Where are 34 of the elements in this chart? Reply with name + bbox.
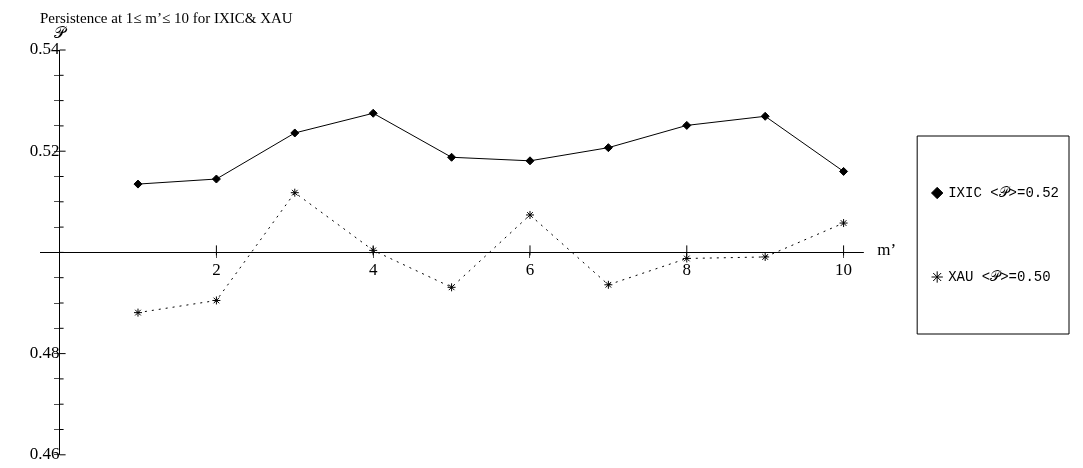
point <box>368 108 378 118</box>
chart-title: Persistence at 1≤ m’≤ 10 for IXIC& XAU <box>40 9 293 26</box>
legend-label: IXIC <𝒫>=0.52 <box>948 184 1060 201</box>
x-axis-title: m’ <box>877 239 897 259</box>
point <box>760 111 770 121</box>
x-tick-label: 4 <box>368 260 378 280</box>
x-tick-label: 6 <box>525 260 535 280</box>
point <box>290 188 300 198</box>
x-tick-label: 10 <box>835 260 853 280</box>
point <box>447 282 457 292</box>
point <box>211 295 221 305</box>
y-tick-label: 0.48 <box>29 343 60 363</box>
point <box>211 174 221 184</box>
legend-label: XAU <𝒫>=0.50 <box>948 268 1051 285</box>
y-tick-label: 0.54 <box>29 39 61 59</box>
point <box>682 253 692 263</box>
x-tick-label: 8 <box>682 260 692 280</box>
point <box>525 156 535 166</box>
x-tick-label: 2 <box>212 260 221 280</box>
y-tick-label: 0.52 <box>29 140 60 160</box>
point <box>839 166 849 176</box>
point <box>603 280 613 290</box>
point <box>760 252 770 262</box>
point <box>133 308 143 318</box>
point <box>839 218 849 228</box>
y-axis-title: 𝒫 <box>53 24 68 42</box>
point <box>682 120 692 130</box>
point <box>290 128 300 138</box>
point <box>603 143 613 153</box>
point <box>525 210 535 220</box>
point <box>447 152 457 162</box>
point <box>368 245 378 255</box>
y-tick-label: 0.46 <box>29 444 60 464</box>
point <box>133 179 143 189</box>
